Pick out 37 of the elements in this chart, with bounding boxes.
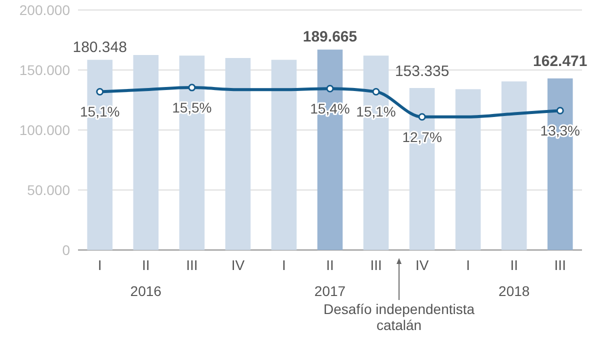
x-tick-label: III: [554, 257, 566, 273]
bar: [225, 58, 251, 250]
x-tick-label: II 2018: [498, 257, 530, 299]
point: [188, 84, 196, 92]
bar: [133, 55, 159, 250]
data-label: 12,7%: [402, 128, 442, 145]
x-tick-label: I: [282, 257, 286, 273]
point: [326, 84, 334, 92]
point: [418, 113, 426, 121]
data-label: 15,1%: [80, 104, 120, 120]
x-tick-label: I: [466, 257, 470, 273]
data-label: 15,5%: [172, 100, 212, 116]
x-tick-label: II 2016: [130, 257, 162, 299]
y-tick-label: 200.000: [19, 2, 70, 18]
y-tick-label: 150.000: [19, 62, 70, 78]
point: [556, 106, 564, 114]
annotation: 180.348: [72, 38, 127, 56]
y-tick-label: 50.000: [27, 182, 70, 198]
annotation: 153.335: [394, 63, 450, 80]
x-tick-label: IV: [231, 257, 246, 273]
point: [96, 88, 104, 96]
data-label: 15,1%: [356, 104, 396, 120]
x-tick-label: II 2017: [314, 257, 346, 299]
x-tick-label: I: [98, 257, 102, 273]
x-tick-label: III: [370, 257, 382, 273]
y-tick-label: 0: [62, 242, 70, 258]
data-label: 13,3%: [540, 122, 580, 139]
annotation: 162.471: [533, 53, 588, 70]
x-tick-label: III: [186, 257, 198, 273]
text: Desafío independentista catalán: [324, 301, 475, 333]
bar: [271, 60, 297, 250]
point: [372, 88, 380, 96]
x-tick-label: IV: [415, 257, 430, 273]
bar: [501, 81, 527, 250]
bar: [455, 89, 481, 250]
y-tick-label: 100.000: [19, 122, 70, 138]
annotation: 189.665: [302, 28, 358, 46]
